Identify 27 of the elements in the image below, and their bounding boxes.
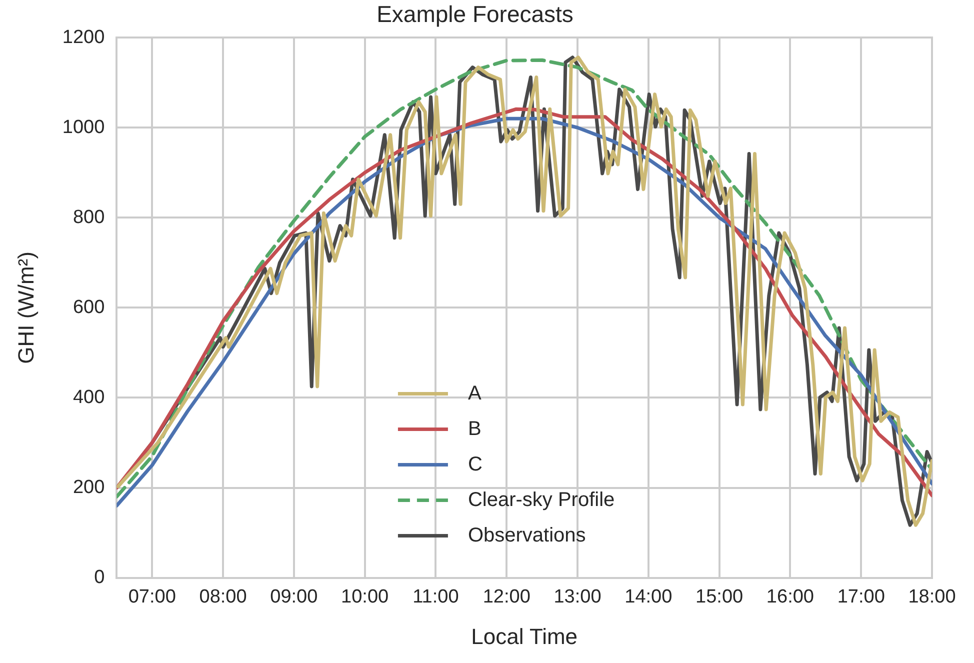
- y-tick-label: 400: [72, 386, 105, 408]
- x-tick-label: 18:00: [908, 586, 956, 608]
- x-tick-label: 08:00: [199, 586, 247, 608]
- x-tick-label: 15:00: [696, 586, 744, 608]
- y-tick-label: 800: [72, 206, 105, 228]
- x-tick-label: 13:00: [554, 586, 602, 608]
- legend-label: Clear-sky Profile: [468, 488, 615, 511]
- y-tick-label: 200: [72, 477, 105, 498]
- y-axis-title: GHI (W/m²): [13, 251, 38, 364]
- x-tick-label: 17:00: [837, 586, 885, 608]
- y-tick-label: 600: [72, 296, 105, 318]
- legend-label: B: [468, 418, 482, 440]
- y-tick-label: 1200: [62, 26, 105, 48]
- legend-label: C: [468, 453, 482, 476]
- x-tick-label: 09:00: [270, 586, 318, 608]
- legend-label: A: [468, 382, 482, 404]
- y-tick-label: 1000: [62, 116, 105, 138]
- x-tick-label: 07:00: [128, 586, 176, 608]
- y-tick-label: 0: [94, 567, 105, 588]
- legend-label: Observations: [468, 524, 586, 546]
- x-tick-label: 16:00: [766, 586, 814, 608]
- x-tick-label: 14:00: [624, 586, 672, 608]
- x-tick-label: 12:00: [482, 586, 530, 608]
- chart-title: Example Forecasts: [376, 1, 574, 28]
- x-axis-title: Local Time: [471, 624, 578, 649]
- x-tick-label: 10:00: [341, 586, 389, 608]
- x-tick-label: 11:00: [412, 586, 459, 608]
